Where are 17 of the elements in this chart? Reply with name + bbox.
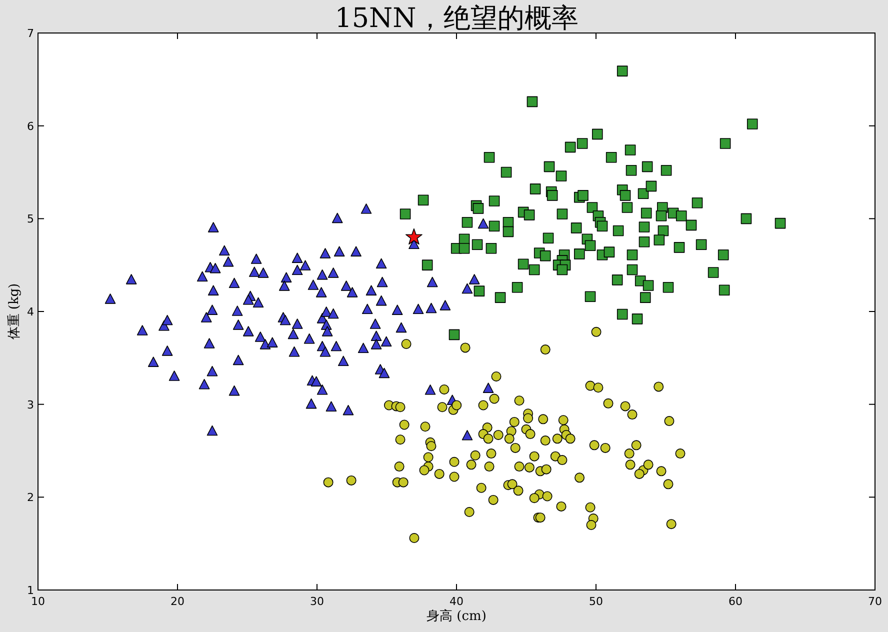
y-tick-label: 3 <box>27 398 34 412</box>
y-tick-label: 1 <box>27 584 34 597</box>
x-axis-title: 身高 (cm) <box>426 608 486 624</box>
y-tick-label: 6 <box>27 120 34 133</box>
y-tick-label: 5 <box>27 212 34 226</box>
x-tick-label: 60 <box>728 595 742 608</box>
x-tick-label: 20 <box>170 595 184 608</box>
y-tick-label: 2 <box>27 491 34 504</box>
x-tick-label: 10 <box>31 595 45 608</box>
y-axis-title: 体重 (kg) <box>7 283 22 340</box>
x-tick-label: 40 <box>450 595 464 608</box>
chart-title: 15NN，绝望的概率 <box>334 3 578 34</box>
x-tick-label: 70 <box>868 595 882 608</box>
y-tick-label: 7 <box>27 27 34 40</box>
x-tick-label: 30 <box>310 595 324 608</box>
x-tick-label: 50 <box>589 595 603 608</box>
y-tick-label: 4 <box>27 306 34 318</box>
